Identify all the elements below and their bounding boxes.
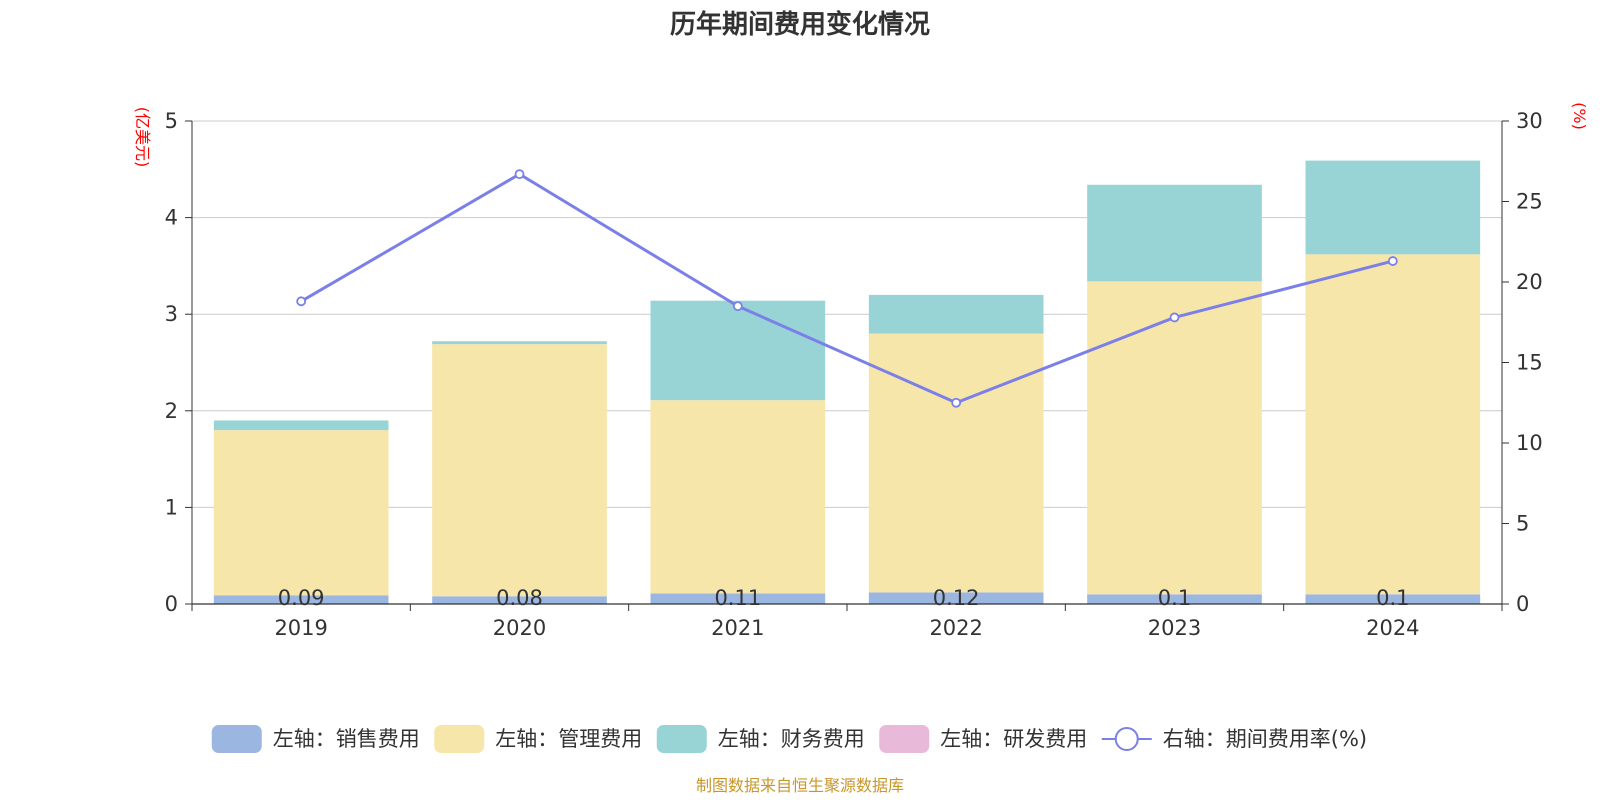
legend-swatch [434, 725, 485, 753]
bar-1-2019 [213, 595, 389, 604]
source-note: 制图数据来自恒生聚源数据库 [696, 776, 904, 795]
bar-2-2022 [868, 333, 1044, 593]
bar-data-label: 0.08 [496, 586, 543, 610]
line-point-2019 [296, 296, 307, 307]
bar-data-label: 0.1 [1158, 586, 1191, 610]
left-tick-label: 0 [165, 592, 178, 616]
axes-layer: 0 1 2 3 4 5 0 5 10 15 20 25 30 (亿美元) (%) 2019 2020 2021 20… [133, 102, 1589, 640]
left-tick-label: 3 [165, 302, 178, 326]
bar-1-2021 [650, 593, 826, 604]
legend-item-label: 右轴：期间费用率(%) [1163, 727, 1367, 751]
bar-2-2021 [650, 400, 826, 594]
right-tick-label: 0 [1516, 592, 1529, 616]
bar-3-2020 [432, 341, 607, 345]
left-axis-unit: (亿美元) [133, 107, 152, 168]
legend-swatch [656, 725, 707, 753]
right-tick-label: 25 [1516, 190, 1543, 214]
legend-swatch [211, 725, 262, 753]
legend: 左轴：销售费用 左轴：管理费用 左轴：财务费用 左轴：研发费用 右轴：期间费用率(%) [211, 725, 1367, 753]
left-tick-label: 2 [165, 399, 178, 423]
right-tick-label: 30 [1516, 109, 1543, 133]
bar-2-2019 [213, 430, 389, 596]
bar-3-2023 [1087, 184, 1262, 282]
chart-title: 历年期间费用变化情况 [670, 9, 930, 40]
bar-3-2021 [650, 300, 826, 401]
bar-data-label: 0.1 [1376, 586, 1409, 610]
line-point-2020 [514, 169, 525, 180]
legend-item-label: 左轴：管理费用 [495, 727, 642, 751]
x-tick-label: 2021 [711, 616, 764, 640]
x-tick-label: 2023 [1148, 616, 1201, 640]
legend-item-label: 左轴：研发费用 [940, 727, 1087, 751]
line-layer [296, 169, 1398, 408]
bar-3-2019 [213, 420, 389, 431]
right-tick-label: 20 [1516, 270, 1543, 294]
line-point-2022 [951, 397, 962, 408]
bar-data-label: 0.09 [278, 586, 325, 610]
line-point-2021 [732, 301, 743, 312]
bar-data-label: 0.11 [714, 586, 761, 610]
legend-swatch [879, 725, 930, 753]
left-tick-label: 1 [165, 495, 178, 519]
right-axis-unit: (%) [1570, 102, 1589, 130]
bar-2-2020 [432, 344, 607, 597]
bar-1-2024 [1305, 594, 1481, 604]
x-tick-label: 2020 [493, 616, 546, 640]
bar-2-2024 [1305, 254, 1481, 595]
bar-3-2022 [868, 294, 1044, 334]
bar-3-2024 [1305, 160, 1481, 255]
bar-1-2023 [1087, 594, 1262, 604]
right-tick-label: 5 [1516, 512, 1529, 536]
bar-2-2023 [1087, 281, 1262, 595]
x-tick-label: 2022 [929, 616, 982, 640]
bar-1-2020 [432, 596, 607, 604]
legend-item-label: 左轴：财务费用 [718, 727, 865, 751]
grid-layer [192, 120, 1502, 508]
x-tick-label: 2019 [274, 616, 327, 640]
line-point-2024 [1387, 256, 1398, 266]
legend-item-label: 左轴：销售费用 [273, 727, 420, 751]
line-point-2023 [1169, 312, 1180, 323]
bars-layer: 0.09 0.08 0.11 0.12 0.1 0.1 [213, 160, 1481, 610]
line-series [300, 172, 1394, 405]
bar-data-label: 0.12 [933, 586, 980, 610]
x-tick-label: 2024 [1366, 616, 1419, 640]
legend-swatch-marker [1114, 727, 1139, 751]
bar-1-2022 [868, 592, 1044, 604]
left-tick-label: 5 [165, 109, 178, 133]
right-tick-label: 10 [1516, 431, 1543, 455]
right-tick-label: 15 [1516, 351, 1543, 375]
left-tick-label: 4 [165, 206, 178, 230]
